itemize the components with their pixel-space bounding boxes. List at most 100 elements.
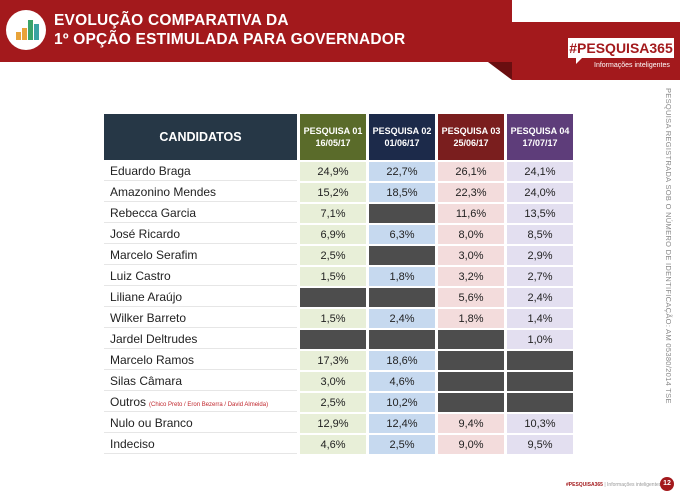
table-row: Marcelo Ramos 17,3% 18,6% <box>104 351 573 370</box>
candidate-label: Outros <box>110 395 147 409</box>
table-row: Indeciso 4,6% 2,5% 9,0% 9,5% <box>104 435 573 454</box>
registration-note: PESQUISA REGISTRADA SOB O NÚMERO DE IDEN… <box>664 88 673 404</box>
value-cell: 12,4% <box>369 414 435 433</box>
value-cell: 11,6% <box>438 204 504 223</box>
candidate-label: Rebecca Garcia <box>110 206 197 220</box>
header-pesquisa-4: PESQUISA 04 17/07/17 <box>507 114 573 160</box>
header-pesquisa-1: PESQUISA 01 16/05/17 <box>300 114 366 160</box>
value-cell: 13,5% <box>507 204 573 223</box>
candidate-name: Jardel Deltrudes <box>104 330 297 349</box>
value-cell: 8,5% <box>507 225 573 244</box>
value-cell: 10,3% <box>507 414 573 433</box>
value-cell: 26,1% <box>438 162 504 181</box>
footer-brand: #PESQUISA365 | Informações inteligentes <box>566 482 662 488</box>
value-cell: 2,4% <box>507 288 573 307</box>
value-cell: 4,6% <box>300 435 366 454</box>
candidate-note: (Chico Preto / Eron Bezerra / David Alme… <box>149 402 269 408</box>
empty-cell <box>369 330 435 349</box>
column-date: 25/06/17 <box>453 138 489 148</box>
candidate-label: Silas Câmara <box>110 374 183 388</box>
page-title: EVOLUÇÃO COMPARATIVA DA 1º OPÇÃO ESTIMUL… <box>54 11 405 49</box>
column-date: 16/05/17 <box>315 138 351 148</box>
candidate-name: Eduardo Braga <box>104 162 297 181</box>
candidate-name: Silas Câmara <box>104 372 297 391</box>
value-cell: 4,6% <box>369 372 435 391</box>
empty-cell <box>438 372 504 391</box>
value-cell: 9,5% <box>507 435 573 454</box>
value-cell: 1,5% <box>300 309 366 328</box>
value-cell: 24,1% <box>507 162 573 181</box>
value-cell: 17,3% <box>300 351 366 370</box>
title-line-2: 1º OPÇÃO ESTIMULADA PARA GOVERNADOR <box>54 31 406 48</box>
candidate-name: Wilker Barreto <box>104 309 297 328</box>
page-number: 12 <box>660 477 674 491</box>
candidate-label: Amazonino Mendes <box>110 185 217 199</box>
title-banner: EVOLUÇÃO COMPARATIVA DA 1º OPÇÃO ESTIMUL… <box>0 0 512 62</box>
column-date: 01/06/17 <box>384 138 420 148</box>
candidate-label: José Ricardo <box>110 227 181 241</box>
candidate-label: Jardel Deltrudes <box>110 332 198 346</box>
value-cell: 2,5% <box>300 393 366 412</box>
table-row: Eduardo Braga 24,9% 22,7% 26,1% 24,1% <box>104 162 573 181</box>
table-row: Liliane Araújo 5,6% 2,4% <box>104 288 573 307</box>
value-cell: 1,8% <box>369 267 435 286</box>
candidate-label: Wilker Barreto <box>110 311 187 325</box>
empty-cell <box>300 330 366 349</box>
table-row: Wilker Barreto 1,5% 2,4% 1,8% 1,4% <box>104 309 573 328</box>
value-cell: 24,9% <box>300 162 366 181</box>
table-row: Nulo ou Branco 12,9% 12,4% 9,4% 10,3% <box>104 414 573 433</box>
value-cell: 22,3% <box>438 183 504 202</box>
candidate-name: Liliane Araújo <box>104 288 297 307</box>
value-cell: 22,7% <box>369 162 435 181</box>
value-cell: 2,5% <box>300 246 366 265</box>
value-cell: 15,2% <box>300 183 366 202</box>
value-cell: 3,2% <box>438 267 504 286</box>
results-table: CANDIDATOS PESQUISA 01 16/05/17 PESQUISA 0… <box>101 112 576 456</box>
value-cell: 18,5% <box>369 183 435 202</box>
empty-cell <box>300 288 366 307</box>
column-date: 17/07/17 <box>522 138 558 148</box>
value-cell: 3,0% <box>300 372 366 391</box>
candidate-label: Luiz Castro <box>110 269 171 283</box>
empty-cell <box>507 372 573 391</box>
empty-cell <box>438 330 504 349</box>
table-row: Silas Câmara 3,0% 4,6% <box>104 372 573 391</box>
value-cell: 2,9% <box>507 246 573 265</box>
value-cell: 2,7% <box>507 267 573 286</box>
header-pesquisa-3: PESQUISA 03 25/06/17 <box>438 114 504 160</box>
candidate-name: Marcelo Ramos <box>104 351 297 370</box>
value-cell: 1,0% <box>507 330 573 349</box>
candidate-label: Indeciso <box>110 437 155 451</box>
empty-cell <box>369 246 435 265</box>
value-cell: 1,5% <box>300 267 366 286</box>
value-cell: 3,0% <box>438 246 504 265</box>
value-cell: 18,6% <box>369 351 435 370</box>
table-row: Jardel Deltrudes 1,0% <box>104 330 573 349</box>
title-line-1: EVOLUÇÃO COMPARATIVA DA <box>54 12 289 29</box>
candidate-label: Eduardo Braga <box>110 164 191 178</box>
column-label: PESQUISA 04 <box>510 126 570 136</box>
candidate-name: Indeciso <box>104 435 297 454</box>
footer-brand-tag: #PESQUISA365 <box>566 482 603 488</box>
empty-cell <box>438 393 504 412</box>
value-cell: 10,2% <box>369 393 435 412</box>
value-cell: 6,9% <box>300 225 366 244</box>
table-row: José Ricardo 6,9% 6,3% 8,0% 8,5% <box>104 225 573 244</box>
column-label: PESQUISA 02 <box>372 126 432 136</box>
value-cell: 9,4% <box>438 414 504 433</box>
header-pesquisa-2: PESQUISA 02 01/06/17 <box>369 114 435 160</box>
table-row: Amazonino Mendes 15,2% 18,5% 22,3% 24,0% <box>104 183 573 202</box>
value-cell: 6,3% <box>369 225 435 244</box>
brand-tag: #PESQUISA365 <box>568 38 674 64</box>
column-label: PESQUISA 01 <box>303 126 363 136</box>
brand-subtitle: Informações inteligentes <box>594 62 670 69</box>
value-cell: 1,8% <box>438 309 504 328</box>
candidate-label: Nulo ou Branco <box>110 416 193 430</box>
candidate-name: Outros (Chico Preto / Eron Bezerra / Davi… <box>104 393 297 412</box>
value-cell: 7,1% <box>300 204 366 223</box>
bar-chart-icon <box>6 10 46 50</box>
candidate-name: Rebecca Garcia <box>104 204 297 223</box>
column-label: PESQUISA 03 <box>441 126 501 136</box>
value-cell: 2,5% <box>369 435 435 454</box>
table-row: Marcelo Serafim 2,5% 3,0% 2,9% <box>104 246 573 265</box>
